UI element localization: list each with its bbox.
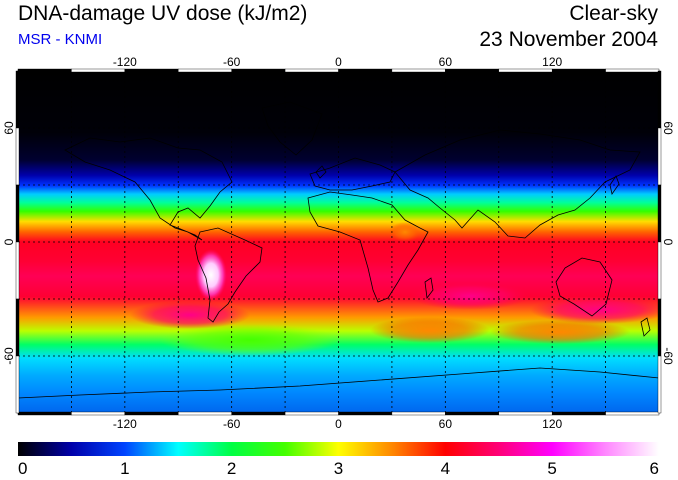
date-label: 23 November 2004 — [479, 28, 658, 51]
frame-bar-left — [15, 127, 20, 186]
gridlines — [18, 71, 659, 413]
frame-bar-left — [15, 355, 20, 414]
frame-bar-bottom — [498, 411, 553, 416]
frame-bar-top — [284, 68, 339, 73]
frame-bar-bottom — [178, 411, 232, 416]
sky-condition-label: Clear-sky — [569, 2, 658, 25]
lat-tick-label-right: -60 — [661, 347, 675, 365]
colorbar-tick-label: 6 — [650, 459, 659, 478]
colorbar-tick-label: 3 — [334, 459, 343, 478]
lat-tick-label-left: 0 — [2, 238, 16, 245]
australia-coast — [555, 257, 613, 317]
frame-bar-top — [71, 68, 126, 73]
frame-bar-bottom — [605, 411, 660, 416]
frame-bar-bottom — [391, 411, 446, 416]
lon-tick-label-bottom: 0 — [335, 417, 342, 431]
frame-bar-bottom — [231, 411, 286, 416]
frame-bar-top — [124, 68, 179, 73]
frame-bar-top — [391, 68, 446, 73]
frame-bar-left — [15, 70, 20, 129]
frame-bar-right — [657, 127, 662, 186]
japan-coast — [609, 175, 620, 195]
new-zealand-coast — [640, 317, 651, 337]
colorbar-tick-label: 5 — [547, 459, 556, 478]
frame-bar-bottom — [284, 411, 339, 416]
lon-tick-label-bottom: 60 — [439, 417, 453, 431]
greenland-coast — [261, 101, 323, 156]
frame-bar-top — [17, 68, 72, 73]
lon-tick-label-bottom: -60 — [223, 417, 241, 431]
top-lon-ticks: -120 -60 0 60 120 — [113, 55, 563, 69]
colorbar-tick-label: 4 — [441, 459, 450, 478]
frame-bar-left — [15, 241, 20, 300]
frame-bar-bottom — [338, 411, 393, 416]
frame-bar-top — [445, 68, 499, 73]
asia-coast — [394, 129, 641, 239]
lon-tick-label-top: 60 — [439, 55, 453, 69]
lat-tick-label-left: 60 — [2, 121, 16, 135]
colorbar-ramp — [18, 442, 659, 456]
africa-coast — [307, 191, 429, 303]
colorbar-tick-label: 1 — [120, 459, 129, 478]
lon-tick-label-top: -120 — [113, 55, 137, 69]
frame-bar-top — [605, 68, 660, 73]
frame-bar-bottom — [124, 411, 179, 416]
map-title: DNA-damage UV dose (kJ/m2) — [18, 2, 308, 25]
antarctica-coast — [18, 367, 659, 399]
lat-tick-label-right: 60 — [661, 121, 675, 135]
frame-bar-bottom — [71, 411, 126, 416]
frame-bar-right — [657, 241, 662, 300]
frame-bar-top — [231, 68, 286, 73]
colorbar-tick-label: 0 — [18, 459, 27, 478]
uv-dose-map: -120 -60 0 60 120 -120 -60 0 60 120 60 0 -60 60 0 -6… — [2, 55, 675, 431]
frame-bar-left — [15, 184, 20, 243]
frame-bar-top — [178, 68, 232, 73]
left-lat-ticks: 60 0 -60 — [2, 121, 16, 365]
frame-bar-top — [551, 68, 606, 73]
lon-tick-label-bottom: -120 — [113, 417, 137, 431]
lon-tick-label-top: 0 — [335, 55, 342, 69]
source-label: MSR - KNMI — [18, 31, 103, 48]
frame-bar-bottom — [551, 411, 606, 416]
colorbar-tick-label: 2 — [227, 459, 236, 478]
frame-bar-right — [657, 355, 662, 414]
lat-tick-label-left: -60 — [2, 347, 16, 365]
bottom-lon-ticks: -120 -60 0 60 120 — [113, 417, 563, 431]
frame-bar-right — [657, 184, 662, 243]
lon-tick-label-bottom: 120 — [542, 417, 562, 431]
frame-bar-right — [657, 298, 662, 357]
lat-tick-label-right: 0 — [661, 239, 675, 246]
frame-bar-top — [498, 68, 553, 73]
lon-tick-label-top: 120 — [542, 55, 562, 69]
europe-coast — [309, 157, 396, 191]
madagascar-coast — [424, 277, 434, 300]
colorbar: 0 1 2 3 4 5 6 — [18, 442, 659, 478]
uv-field-anomalies — [130, 222, 659, 356]
frame-bar-right — [657, 70, 662, 129]
frame-bar-top — [338, 68, 393, 73]
right-lat-ticks: 60 0 -60 — [661, 121, 675, 365]
uk-coast — [315, 165, 327, 179]
lon-tick-label-top: -60 — [223, 55, 241, 69]
frame-bar-bottom — [17, 411, 72, 416]
south-america-coast — [194, 227, 263, 323]
frame-bar-left — [15, 298, 20, 357]
colorbar-labels: 0 1 2 3 4 5 6 — [18, 459, 659, 478]
frame-bar-bottom — [445, 411, 499, 416]
frame-bars — [15, 68, 662, 416]
